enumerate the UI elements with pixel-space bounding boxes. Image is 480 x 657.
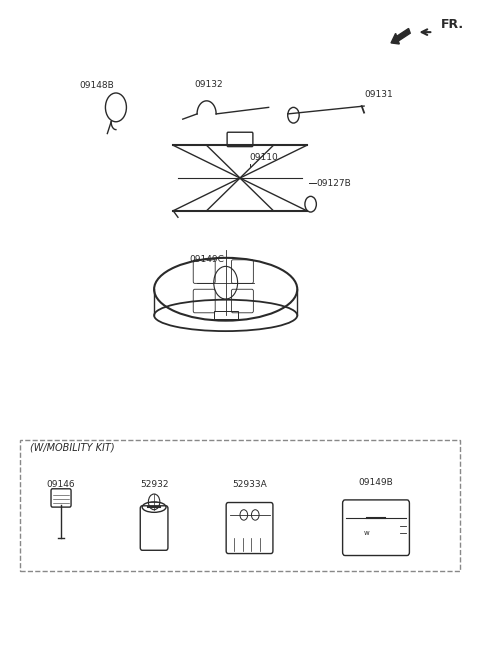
Text: 09110: 09110 [250,153,278,162]
Text: 09127B: 09127B [316,179,351,188]
Text: 52933A: 52933A [232,480,267,489]
Text: (W/MOBILITY KIT): (W/MOBILITY KIT) [30,443,115,453]
Text: 09132: 09132 [195,80,223,89]
Text: 09149B: 09149B [359,478,394,487]
Text: 09131: 09131 [364,90,393,99]
Text: 09149C: 09149C [189,256,224,264]
Text: 09148B: 09148B [80,81,114,90]
Text: 09146: 09146 [47,480,75,489]
Text: 52932: 52932 [140,480,168,489]
Bar [214,311,238,319]
FancyArrow shape [391,28,410,44]
Text: w: w [363,530,369,535]
Text: FR.: FR. [441,18,464,31]
